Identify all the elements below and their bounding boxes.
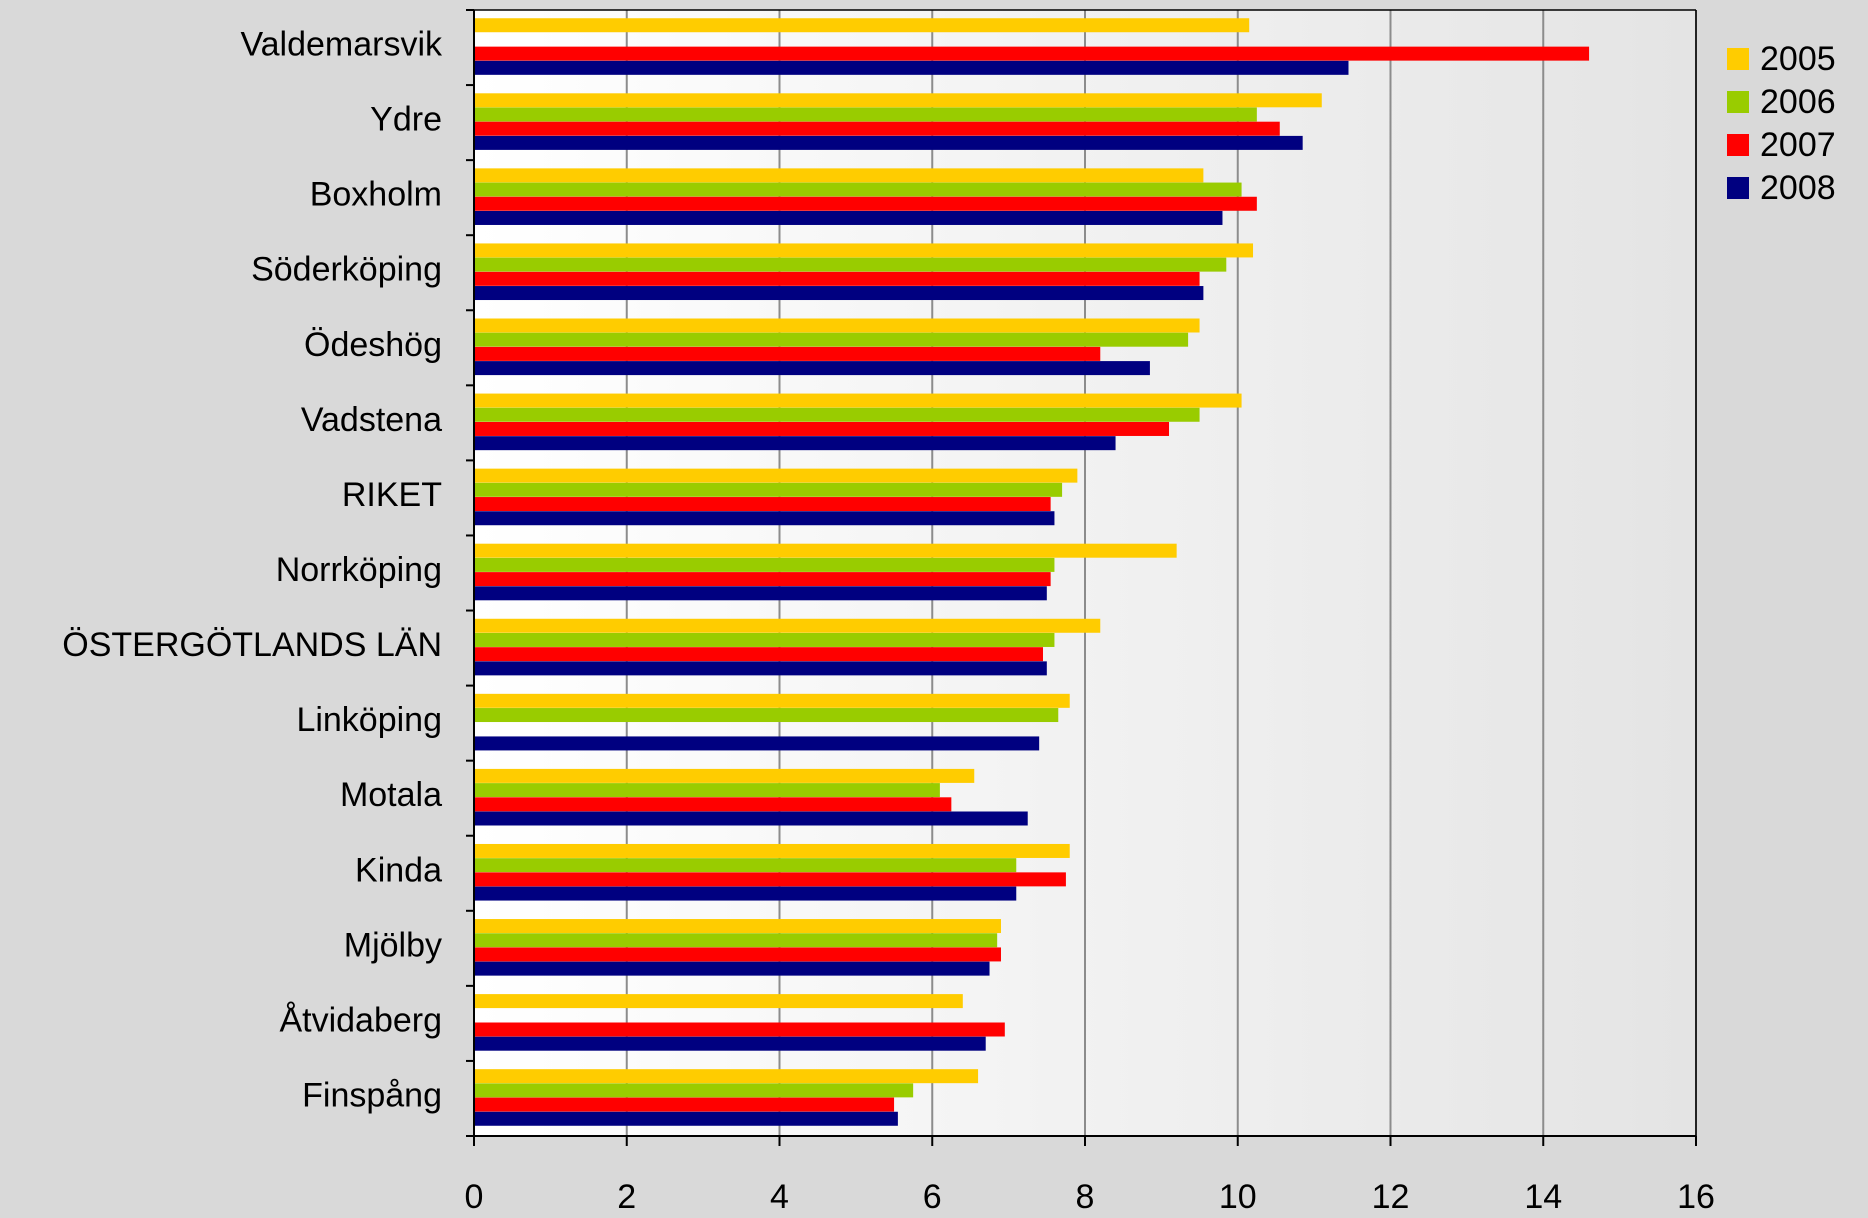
category-label: Boxholm [310, 176, 442, 214]
bar-2007 [474, 122, 1280, 136]
bar-2007 [474, 497, 1051, 511]
category-label: Norrköping [276, 551, 442, 589]
bar-2005 [474, 1069, 978, 1083]
bar-2006 [474, 633, 1054, 647]
bar-2005 [474, 769, 974, 783]
bar-2007 [474, 272, 1200, 286]
x-tick-label: 8 [1076, 1178, 1095, 1213]
bar-2008 [474, 661, 1047, 675]
category-label: Finspång [302, 1076, 442, 1114]
bar-2005 [474, 319, 1200, 333]
legend-label-2006: 2006 [1760, 83, 1836, 121]
bar-2007 [474, 1098, 894, 1112]
bar-2005 [474, 469, 1077, 483]
bar-2008 [474, 736, 1039, 750]
x-tick-label: 16 [1677, 1178, 1715, 1213]
bar-2008 [474, 61, 1348, 75]
bar-2008 [474, 436, 1116, 450]
bar-2005 [474, 18, 1249, 32]
bar-2007 [474, 197, 1257, 211]
legend-swatch-2006 [1727, 91, 1749, 113]
bar-2008 [474, 511, 1054, 525]
bar-2008 [474, 286, 1203, 300]
bar-2008 [474, 962, 990, 976]
category-label: Mjölby [344, 926, 442, 964]
legend-swatch-2005 [1727, 48, 1749, 70]
bar-2008 [474, 887, 1016, 901]
bar-2008 [474, 361, 1150, 375]
bar-2005 [474, 394, 1242, 408]
bar-2007 [474, 797, 951, 811]
bar-2006 [474, 858, 1016, 872]
category-label: Kinda [355, 851, 442, 889]
category-label: Åtvidaberg [279, 1001, 442, 1039]
bar-2006 [474, 108, 1257, 122]
bar-2005 [474, 544, 1177, 558]
x-tick-label: 10 [1219, 1178, 1257, 1213]
x-tick-label: 6 [923, 1178, 942, 1213]
bar-2006 [474, 333, 1188, 347]
bar-2006 [474, 933, 997, 947]
category-label: ÖSTERGÖTLANDS LÄN [62, 626, 442, 664]
bar-2008 [474, 586, 1047, 600]
bar-2005 [474, 844, 1070, 858]
bar-2005 [474, 168, 1203, 182]
bar-2006 [474, 708, 1058, 722]
category-label: Ödeshög [304, 326, 442, 364]
bar-2005 [474, 243, 1253, 257]
bar-2006 [474, 558, 1054, 572]
category-label: RIKET [342, 476, 442, 514]
bar-2008 [474, 812, 1028, 826]
bar-2006 [474, 483, 1062, 497]
bar-2006 [474, 408, 1200, 422]
category-label: Motala [340, 776, 442, 814]
legend-swatch-2007 [1727, 134, 1749, 156]
category-label: Linköping [296, 701, 442, 739]
bar-2006 [474, 258, 1226, 272]
bar-2007 [474, 422, 1169, 436]
category-labels: Valdemarsvik Ydre Boxholm Söderköping Ödeshö… [62, 26, 443, 1115]
x-tick-label: 14 [1524, 1178, 1562, 1213]
legend-label-2005: 2005 [1760, 40, 1836, 78]
bar-2006 [474, 1083, 913, 1097]
bar-2007 [474, 647, 1043, 661]
bar-2007 [474, 347, 1100, 361]
bar-2007 [474, 872, 1066, 886]
bar-2007 [474, 47, 1589, 61]
legend-label-2007: 2007 [1760, 126, 1836, 164]
bar-2006 [474, 783, 940, 797]
bar-2006 [474, 183, 1242, 197]
x-tick-label: 12 [1372, 1178, 1410, 1213]
x-tick-label: 2 [617, 1178, 636, 1213]
bar-2007 [474, 947, 1001, 961]
bar-2005 [474, 619, 1100, 633]
bar-2007 [474, 1023, 1005, 1037]
x-tick-label: 0 [465, 1178, 484, 1213]
x-tick-label: 4 [770, 1178, 789, 1213]
bar-2005 [474, 694, 1070, 708]
category-label: Valdemarsvik [240, 26, 443, 64]
category-label: Söderköping [251, 251, 442, 289]
legend-label-2008: 2008 [1760, 169, 1836, 207]
category-label: Vadstena [301, 401, 442, 439]
bar-2008 [474, 1037, 986, 1051]
bar-2005 [474, 994, 963, 1008]
bar-2007 [474, 572, 1051, 586]
bar-2005 [474, 919, 1001, 933]
bar-2008 [474, 211, 1222, 225]
bar-2008 [474, 1112, 898, 1126]
bar-2005 [474, 93, 1322, 107]
bar-2008 [474, 136, 1303, 150]
legend-swatch-2008 [1727, 177, 1749, 199]
legend: 2005 2006 2007 2008 [1727, 40, 1836, 207]
category-label: Ydre [370, 101, 442, 139]
